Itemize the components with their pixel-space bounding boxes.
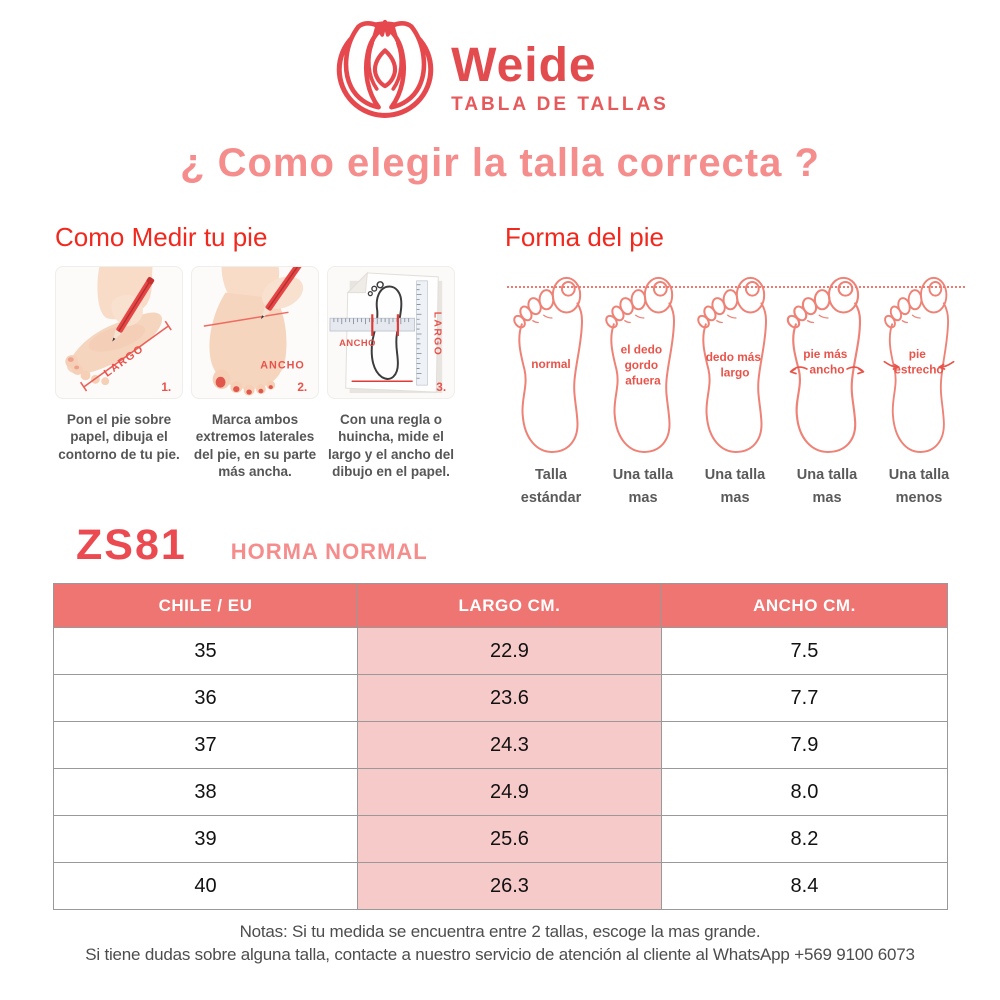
header-largo-cm: LARGO CM.	[356, 583, 662, 628]
measure-panels: LARGO 1.	[55, 266, 465, 399]
measure-section: Como Medir tu pie	[55, 222, 465, 510]
measure-drawing-illustration: ANCHO LARGO 3.	[328, 267, 454, 398]
shape-heading: Forma del pie	[505, 222, 664, 252]
step-2-number: 2.	[297, 380, 307, 394]
step-1-caption: Pon el pie sobre papel, dibuja el contor…	[58, 412, 180, 462]
mark-width-illustration: ANCHO 2.	[192, 267, 318, 398]
feet-row: normal Talla estándar el dedo gordo afue…	[505, 266, 965, 510]
size-table: CHILE / EU LARGO CM. ANCHO CM. 35 22.9 7…	[53, 583, 949, 910]
note-line-2: Si tiene dudas sobre alguna talla, conta…	[85, 945, 915, 964]
largo-cell: 24.3	[356, 721, 662, 769]
foot-label-line: pie más	[803, 347, 848, 361]
foot-caption: Una talla menos	[888, 467, 950, 507]
size-cell: 36	[53, 674, 358, 722]
width-arrows-inward	[883, 360, 955, 370]
toe-alignment-dotted-line	[507, 286, 965, 288]
size-cell: 37	[53, 721, 358, 769]
largo-axis-label: LARGO	[431, 312, 442, 357]
brand-header: Weide TABLA DE TALLAS	[0, 12, 1000, 120]
foot-outline-wider-icon: pie más ancho	[784, 276, 865, 454]
foot-label-line: estrecho	[894, 363, 943, 377]
svg-text:dedo más largo: dedo más largo	[706, 350, 765, 379]
foot-outline-normal-icon: normal	[511, 276, 583, 453]
page-title: ¿ Como elegir la talla correcta ?	[180, 141, 820, 185]
model-row: ZS81 HORMA NORMAL	[76, 521, 428, 570]
step-2-caption: Marca ambos extremos laterales del pie, …	[193, 412, 317, 479]
ancho-axis-label: ANCHO	[339, 338, 376, 348]
largo-cell: 24.9	[356, 768, 662, 816]
ancho-axis-label: ANCHO	[260, 359, 305, 371]
foot-type-narrow: pie estrecho Una talla menos	[873, 266, 965, 510]
foot-caption: Una talla mas	[796, 467, 858, 507]
foot-caption: Una talla mas	[704, 467, 766, 507]
table-row: 35 22.9 7.5	[53, 627, 949, 675]
size-cell: 38	[53, 768, 358, 816]
draw-outline-illustration: LARGO 1.	[56, 267, 182, 398]
foot-type-wider: pie más ancho Una talla mas	[781, 266, 873, 510]
foot-type-big-toe-out: el dedo gordo afuera Una talla mas	[597, 266, 689, 510]
svg-text:el dedo gordo: el dedo gordo afuera	[621, 343, 666, 388]
largo-cell: 23.6	[356, 674, 662, 722]
foot-outline-longer-toe-icon: dedo más largo	[695, 276, 767, 453]
ancho-cell: 8.0	[660, 768, 949, 816]
foot-caption: Una talla mas	[612, 467, 674, 507]
model-last-type: HORMA NORMAL	[230, 539, 428, 564]
ancho-cell: 7.7	[660, 674, 949, 722]
width-arrows-outward	[789, 366, 865, 375]
foot-label-line: gordo	[625, 358, 659, 372]
foot-type-longer-toe: dedo más largo Una talla mas	[689, 266, 781, 510]
foot-label-line: largo	[721, 365, 750, 379]
largo-cell: 26.3	[356, 862, 662, 910]
brand-text: Weide TABLA DE TALLAS	[451, 16, 669, 116]
foot-label-line: ancho	[810, 363, 845, 377]
ancho-cell: 7.5	[660, 627, 949, 675]
foot-caption: Talla estándar	[520, 467, 582, 507]
foot-type-normal: normal Talla estándar	[505, 266, 597, 510]
header-ancho-cm: ANCHO CM.	[660, 583, 949, 628]
table-row: 37 24.3 7.9	[53, 721, 949, 769]
measure-heading: Como Medir tu pie	[55, 222, 268, 252]
brand-name: Weide	[451, 39, 597, 92]
note-line-1: Notas: Si tu medida se encuentra entre 2…	[239, 922, 761, 941]
ancho-cell: 7.9	[660, 721, 949, 769]
foot-outline-narrow-icon: pie estrecho	[882, 276, 955, 453]
foot-label-line: el dedo	[621, 343, 662, 357]
foot-outline-big-toe-out-icon: el dedo gordo afuera	[603, 276, 675, 453]
ancho-cell: 8.4	[660, 862, 949, 910]
table-row: 36 23.6 7.7	[53, 674, 949, 722]
ancho-cell: 8.2	[660, 815, 949, 863]
step-3-caption: Con una regla o huincha, mide el largo y…	[327, 412, 455, 479]
size-cell: 40	[53, 862, 358, 910]
weide-logo-icon	[336, 19, 434, 118]
svg-text:pie más ancho: pie más ancho	[803, 347, 850, 376]
notes-footer: Notas: Si tu medida se encuentra entre 2…	[0, 920, 1000, 966]
svg-text:pie estrecho: pie estrecho	[894, 347, 943, 376]
table-row: 38 24.9 8.0	[53, 768, 949, 816]
foot-label-line: afuera	[625, 374, 661, 388]
foot-label-line: dedo más	[706, 350, 762, 364]
largo-cell: 22.9	[356, 627, 662, 675]
header-chile-eu: CHILE / EU	[53, 583, 358, 628]
foot-label: normal	[531, 357, 571, 371]
step-3-number: 3.	[436, 380, 446, 394]
measure-step-2-photo: ANCHO 2.	[191, 266, 319, 399]
foot-shape-section: Forma del pie normal Talla estándar	[505, 222, 965, 510]
table-row: 39 25.6 8.2	[53, 815, 949, 863]
size-table-header-row: CHILE / EU LARGO CM. ANCHO CM.	[53, 583, 949, 628]
step-1-number: 1.	[161, 380, 171, 394]
measure-step-1-photo: LARGO 1.	[55, 266, 183, 399]
content-columns: Como Medir tu pie	[55, 222, 965, 510]
foot-label-line: pie	[909, 347, 927, 361]
model-code: ZS81	[76, 521, 187, 569]
size-cell: 35	[53, 627, 358, 675]
largo-cell: 25.6	[356, 815, 662, 863]
measure-captions: Pon el pie sobre papel, dibuja el contor…	[55, 411, 465, 480]
measure-step-3-photo: ANCHO LARGO 3.	[327, 266, 455, 399]
brand-subtitle: TABLA DE TALLAS	[451, 94, 669, 115]
size-cell: 39	[53, 815, 358, 863]
table-row: 40 26.3 8.4	[53, 862, 949, 910]
